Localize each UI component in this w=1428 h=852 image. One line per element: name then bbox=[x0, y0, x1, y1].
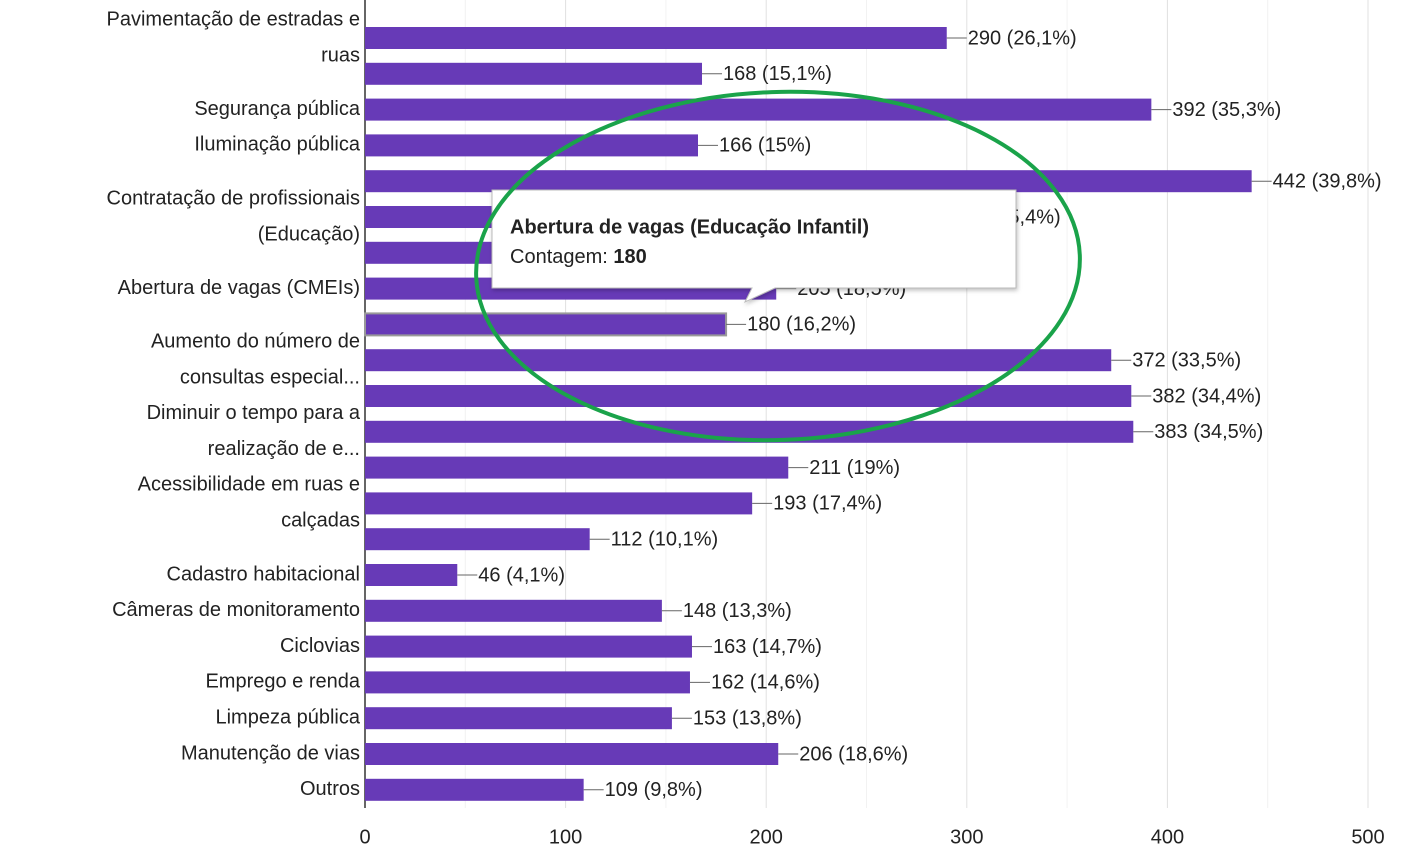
y-tick-label: Manutenção de vias bbox=[181, 742, 360, 764]
labels: 0 100 200 300 400 500 290 (26,1%) Pavimentação … bbox=[107, 8, 1385, 848]
bar bbox=[364, 312, 728, 337]
value-label: 442 (39,8%) bbox=[1273, 170, 1382, 192]
value-label: 168 (15,1%) bbox=[723, 63, 832, 85]
bar bbox=[365, 743, 779, 765]
y-tick-label: Contratação de profissionais bbox=[107, 187, 360, 209]
y-tick-label: calçadas bbox=[281, 510, 360, 532]
y-tick-label: realização de e... bbox=[208, 438, 360, 460]
y-tick-label: Abertura de vagas (CMEIs) bbox=[118, 277, 360, 299]
value-label: 148 (13,3%) bbox=[683, 600, 792, 622]
bar bbox=[365, 134, 698, 157]
value-label: 162 (14,6%) bbox=[711, 672, 820, 694]
bar bbox=[365, 62, 703, 85]
value-label: 180 (16,2%) bbox=[747, 314, 856, 336]
x-tick-label: 300 bbox=[950, 826, 983, 848]
value-label: 372 (33,5%) bbox=[1132, 349, 1241, 371]
value-label: 163 (14,7%) bbox=[713, 636, 822, 658]
bar bbox=[365, 671, 690, 694]
bar bbox=[365, 27, 947, 49]
bar bbox=[365, 492, 753, 515]
y-tick-label: Pavimentação de estradas e bbox=[107, 8, 361, 30]
y-tick-label: Acessibilidade em ruas e bbox=[138, 474, 360, 496]
y-tick-label: ruas bbox=[321, 44, 360, 66]
y-tick-label: Outros bbox=[300, 778, 360, 800]
bar bbox=[365, 778, 584, 801]
bar bbox=[365, 707, 672, 730]
y-tick-label: Ciclovias bbox=[280, 635, 360, 657]
bar bbox=[365, 385, 1132, 407]
bar bbox=[365, 98, 1152, 121]
x-tick-label: 400 bbox=[1151, 826, 1184, 848]
value-label: 109 (9,8%) bbox=[605, 779, 703, 801]
y-tick-label: Emprego e renda bbox=[205, 671, 360, 693]
y-tick-label: Limpeza pública bbox=[215, 706, 360, 728]
y-tick-label: Câmeras de monitoramento bbox=[112, 599, 360, 621]
y-tick-label: Iluminação pública bbox=[194, 134, 361, 156]
value-label: 392 (35,3%) bbox=[1172, 99, 1281, 121]
bars bbox=[364, 27, 1252, 801]
value-label: 211 (19%) bbox=[809, 457, 900, 479]
x-tick-label: 500 bbox=[1351, 826, 1384, 848]
highlight-ellipse bbox=[474, 89, 1082, 443]
y-tick-label: Diminuir o tempo para a bbox=[147, 402, 361, 424]
value-label: 166 (15%) bbox=[719, 135, 811, 157]
value-label: 153 (13,8%) bbox=[693, 707, 802, 729]
value-label: 193 (17,4%) bbox=[773, 493, 882, 515]
value-label: 112 (10,1%) bbox=[611, 528, 718, 550]
bar bbox=[365, 456, 789, 479]
tooltip-label: Contagem: bbox=[510, 246, 608, 268]
x-tick-label: 0 bbox=[359, 826, 370, 848]
value-label: 206 (18,6%) bbox=[799, 743, 908, 765]
x-tick-label: 200 bbox=[750, 826, 783, 848]
bar bbox=[365, 599, 662, 622]
tooltip: Abertura de vagas (Educação Infantil) Co… bbox=[491, 189, 1017, 304]
value-label: 382 (34,4%) bbox=[1152, 385, 1261, 407]
bar bbox=[365, 528, 590, 551]
tooltip-title: Abertura de vagas (Educação Infantil) bbox=[510, 216, 869, 238]
y-tick-label: Aumento do número de bbox=[151, 330, 360, 352]
x-tick-label: 100 bbox=[549, 826, 582, 848]
y-tick-label: (Educação) bbox=[258, 223, 360, 245]
value-label: 46 (4,1%) bbox=[478, 564, 565, 586]
bar bbox=[365, 349, 1112, 372]
value-label: 290 (26,1%) bbox=[968, 27, 1077, 49]
y-tick-label: Cadastro habitacional bbox=[167, 563, 360, 585]
tooltip-box bbox=[491, 189, 1017, 304]
tooltip-value: 180 bbox=[613, 246, 646, 268]
bar bbox=[365, 420, 1134, 443]
bar bbox=[365, 170, 1252, 193]
bar bbox=[365, 635, 692, 658]
bar bbox=[365, 564, 458, 586]
y-tick-label: Segurança pública bbox=[194, 98, 361, 120]
value-label: 383 (34,5%) bbox=[1154, 421, 1263, 443]
y-tick-label: consultas especial... bbox=[180, 366, 360, 388]
tooltip-line: Contagem: 180 bbox=[510, 246, 647, 268]
